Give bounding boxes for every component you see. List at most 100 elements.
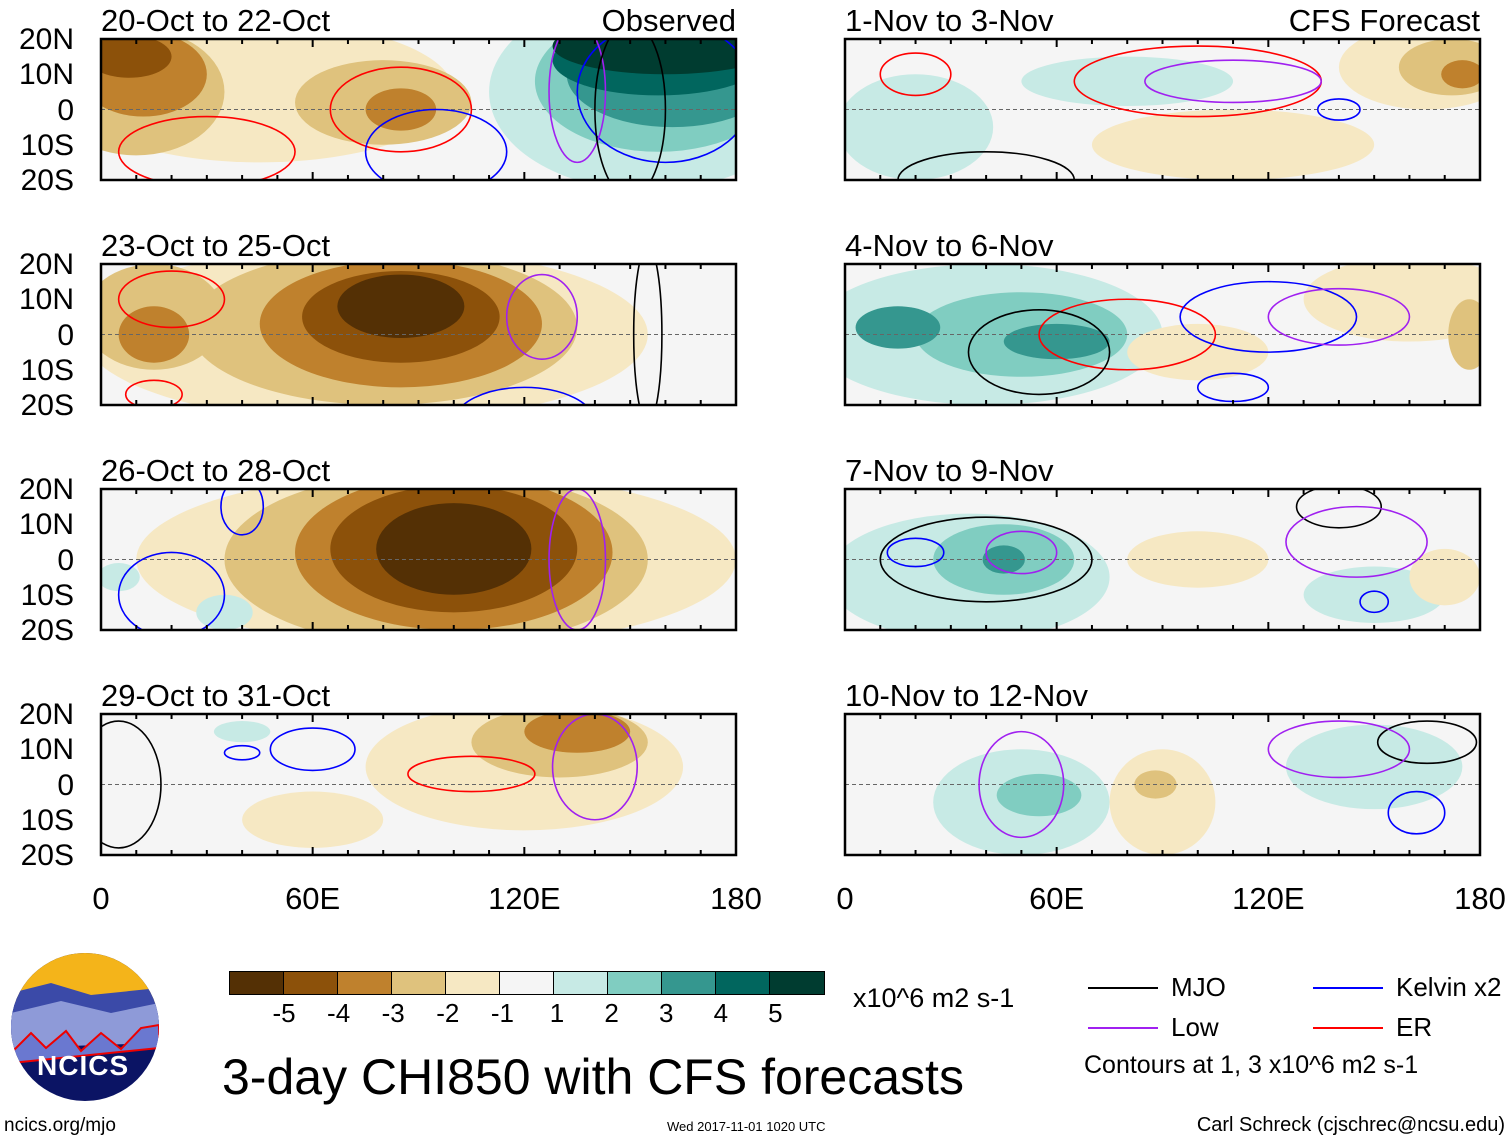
- anomaly-shading: [1003, 323, 1110, 360]
- contour-low: [551, 714, 639, 821]
- ncics-logo: [11, 953, 159, 1101]
- footer-timestamp: Wed 2017-11-01 1020 UTC: [667, 1119, 826, 1134]
- contour-er: [117, 115, 296, 180]
- anomaly-shading: [524, 714, 631, 753]
- contour-low: [978, 730, 1065, 839]
- colorbar-swatch: [770, 972, 824, 994]
- lon-tick-label: 60E: [285, 881, 341, 916]
- contour-kelvin: [462, 386, 587, 405]
- colorbar-label: 1: [549, 998, 565, 1028]
- map-panel: [843, 712, 1482, 857]
- anomaly-shading: [337, 274, 465, 339]
- lat-tick-label: 0: [57, 318, 74, 352]
- contour-note: Contours at 1, 3 x10^6 m2 s-1: [1084, 1051, 1419, 1079]
- legend-line-mjo: [1088, 987, 1158, 989]
- colorbar-label: -4: [327, 998, 351, 1028]
- contour-mjo: [1376, 720, 1478, 765]
- map-panel: [843, 487, 1482, 632]
- panel-title: 29-Oct to 31-Oct: [101, 678, 331, 713]
- contour-mjo: [594, 39, 667, 180]
- logo-text: NCICS: [37, 1050, 130, 1081]
- figure-title: 3-day CHI850 with CFS forecasts: [222, 1049, 964, 1105]
- colorbar-swatch: [608, 972, 662, 994]
- anomaly-shading: [845, 74, 994, 180]
- map-panel: [99, 487, 738, 632]
- lat-tick-label: 10S: [20, 353, 74, 387]
- panel-source-label: CFS Forecast: [1288, 3, 1480, 38]
- lat-tick-label: 20N: [18, 248, 74, 281]
- contour-er: [329, 66, 473, 153]
- colorbar-label: 3: [658, 998, 674, 1028]
- colorbar-swatch: [230, 972, 284, 994]
- contour-kelvin: [223, 744, 261, 761]
- panel-title: 1-Nov to 3-Nov: [845, 3, 1054, 38]
- legend-label: MJO: [1171, 972, 1226, 1002]
- contour-mjo: [632, 264, 663, 405]
- lat-tick-label: 20N: [18, 473, 74, 506]
- contour-er: [124, 379, 183, 405]
- lat-tick-label: 10S: [20, 128, 74, 162]
- legend-label: Low: [1171, 1012, 1219, 1042]
- lat-tick-label: 20S: [20, 614, 74, 647]
- anomaly-shading: [982, 545, 1025, 574]
- anomaly-shading: [101, 39, 172, 78]
- lon-tick-label: 180: [1454, 881, 1506, 916]
- legend-line-kelvin: [1313, 987, 1383, 989]
- contour-kelvin: [1359, 590, 1390, 614]
- panel-source-label: Observed: [601, 3, 736, 38]
- panel-title: 23-Oct to 25-Oct: [101, 228, 331, 263]
- lat-tick-label: 10N: [18, 508, 74, 542]
- lat-tick-label: 10N: [18, 283, 74, 317]
- colorbar-label: -2: [436, 998, 460, 1028]
- anomaly-shading: [1441, 60, 1480, 89]
- map-panel: [99, 712, 738, 857]
- lat-tick-label: 20S: [20, 389, 74, 422]
- lat-tick-label: 10S: [20, 578, 74, 612]
- legend-line-er: [1313, 1027, 1383, 1029]
- legend-line-low: [1088, 1027, 1158, 1029]
- contour-mjo: [897, 151, 1076, 180]
- legend-label: Kelvin x2: [1396, 972, 1502, 1002]
- map-panel: [99, 37, 738, 182]
- contour-kelvin: [576, 39, 736, 164]
- colorbar-swatch: [446, 972, 500, 994]
- colorbar-label: -3: [381, 998, 405, 1028]
- contour-kelvin: [364, 108, 508, 180]
- lat-tick-label: 10S: [20, 803, 74, 837]
- panel-title: 20-Oct to 22-Oct: [101, 3, 331, 38]
- lat-tick-label: 0: [57, 543, 74, 577]
- contour-low: [985, 530, 1058, 575]
- map-panel: [843, 37, 1482, 182]
- anomaly-shading: [196, 594, 253, 630]
- anomaly-shading: [1303, 566, 1445, 623]
- colorbar-swatch: [554, 972, 608, 994]
- footer-url: ncics.org/mjo: [4, 1115, 116, 1136]
- units-label: x10^6 m2 s-1: [853, 983, 1015, 1013]
- anomaly-shading: [1409, 548, 1480, 606]
- panel-title: 26-Oct to 28-Oct: [101, 453, 331, 488]
- lon-tick-label: 180: [710, 881, 762, 916]
- footer-credit: Carl Schreck (cjschrec@ncsu.edu): [1196, 1114, 1505, 1136]
- lon-tick-label: 0: [836, 881, 854, 916]
- anomaly-shading: [996, 773, 1082, 817]
- map-panel: [99, 262, 738, 407]
- legend-label: ER: [1396, 1012, 1433, 1042]
- map-panel: [843, 262, 1482, 407]
- lat-tick-label: 10N: [18, 733, 74, 767]
- anomaly-shading: [1091, 109, 1375, 180]
- contour-er: [407, 755, 536, 793]
- contour-low: [505, 273, 579, 360]
- anomaly-shading: [213, 721, 271, 743]
- contour-kelvin: [1179, 280, 1358, 353]
- colorbar-label: 5: [768, 998, 783, 1028]
- anomaly-shading: [376, 503, 532, 595]
- lat-tick-label: 20N: [18, 698, 74, 731]
- contour-low: [1267, 720, 1411, 779]
- lat-tick-label: 20N: [18, 23, 74, 56]
- anomaly-shading: [1021, 56, 1234, 106]
- lat-tick-label: 0: [57, 768, 74, 802]
- contour-mjo: [101, 720, 162, 849]
- contour-low: [548, 39, 607, 164]
- contour-kelvin: [1387, 790, 1446, 835]
